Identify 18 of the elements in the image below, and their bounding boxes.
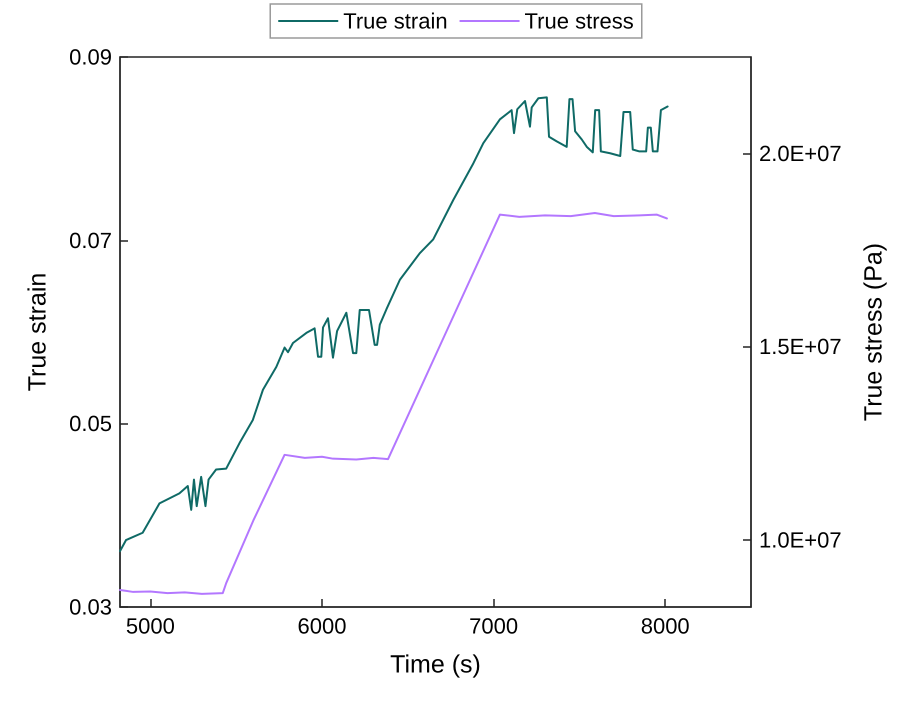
y2-axis-title: True stress (Pa)	[860, 242, 888, 422]
y-tick-label: 0.09	[69, 44, 112, 70]
y-tick-label: 0.03	[69, 594, 112, 620]
y-tick-label: 0.07	[69, 228, 112, 253]
line-series	[119, 96, 669, 552]
x-tick-label: 6000	[298, 614, 346, 638]
y2-tick-label: 2.0E+07	[759, 141, 842, 166]
y2-tick-label: 1.5E+07	[759, 334, 842, 360]
x-tick-label: 7000	[469, 614, 518, 638]
x-tick-label: 8000	[640, 614, 690, 638]
y-tick-label: 0.05	[69, 411, 112, 436]
legend-label: True strain	[343, 8, 448, 34]
legend-label: True stress	[524, 8, 634, 34]
x-tick-label: 5000	[126, 614, 175, 638]
y-axis-title: True strain	[24, 272, 52, 392]
line-series	[119, 212, 668, 595]
x-axis-title: Time (s)	[390, 650, 481, 678]
y2-tick-label: 1.0E+07	[759, 527, 842, 552]
